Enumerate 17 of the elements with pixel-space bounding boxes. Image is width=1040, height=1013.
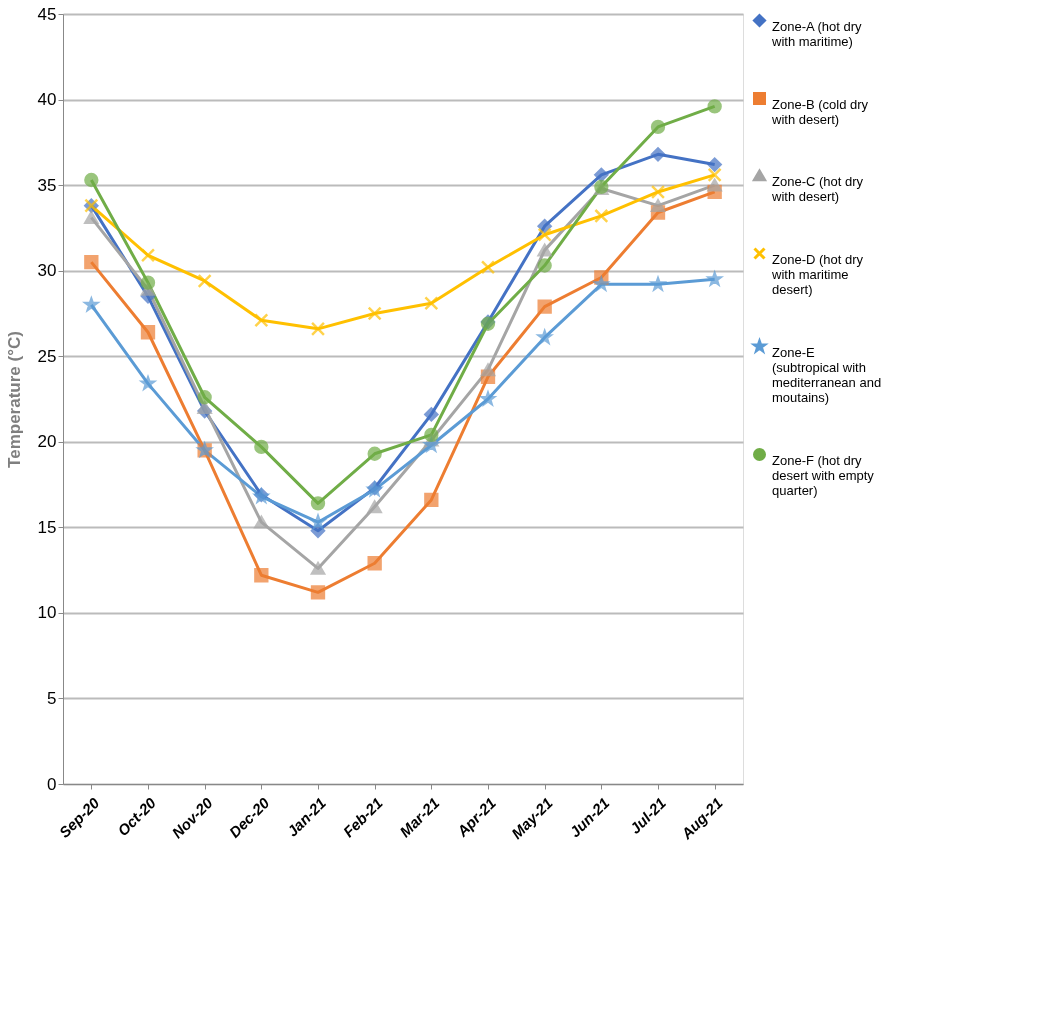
y-tick-label: 15: [37, 517, 57, 537]
y-tick-label: 25: [37, 346, 57, 366]
y-tick-label: 30: [37, 261, 57, 281]
y-tick-label: 40: [37, 90, 57, 110]
legend-label: Zone-B (cold dry with desert): [771, 96, 869, 127]
legend-label: Zone-A (hot dry with maritime): [771, 18, 863, 49]
y-tick-label: 5: [47, 688, 57, 708]
legend-label: Zone-C (hot dry with desert): [771, 173, 864, 204]
y-tick-label: 45: [37, 4, 57, 24]
y-tick-label: 10: [37, 603, 57, 623]
y-tick-label: 20: [37, 432, 57, 452]
y-tick-label: 35: [37, 175, 57, 195]
legend-label: Zone-D (hot dry with maritime desert): [771, 251, 864, 297]
legend-label: Zone-E (subtropical with mediterranean and moutains): [772, 344, 882, 405]
y-axis-title: Temperature (°C): [4, 331, 24, 468]
y-tick-label: 0: [47, 774, 57, 794]
legend-label: Zone-F (hot dry desert with empty quarter): [772, 452, 875, 498]
